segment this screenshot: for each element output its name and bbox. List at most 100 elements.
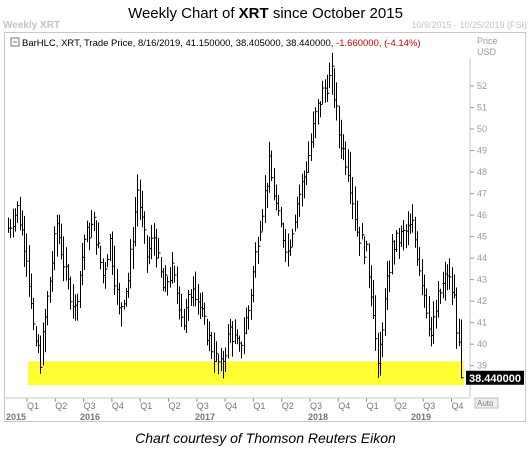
auto-scale-label[interactable]: Auto (477, 399, 494, 408)
ohlc-bar (292, 228, 295, 247)
ohlc-bar (211, 332, 214, 360)
ohlc-bar (461, 319, 464, 379)
ohlc-bar (403, 220, 406, 251)
y-tick-label: 47 (477, 189, 487, 199)
x-quarter-label: Q2 (395, 401, 407, 411)
ohlc-bar (105, 262, 108, 289)
ohlc-bar (271, 150, 274, 182)
ohlc-bar (156, 228, 159, 268)
y-tick-label: 51 (477, 102, 487, 112)
y-tick-label: 48 (477, 167, 487, 177)
ohlc-bar (419, 247, 422, 277)
x-quarter-label: Q2 (168, 401, 180, 411)
ohlc-bar (285, 228, 288, 262)
x-quarter-label: Q1 (27, 401, 39, 411)
x-quarter-label: Q4 (225, 401, 237, 411)
ohlc-bar (181, 293, 184, 327)
ohlc-bar (258, 236, 261, 265)
legend: BarHLC, XRT, Trade Price, 8/16/2019, 41.… (10, 37, 421, 49)
x-quarter-label: Q4 (338, 401, 350, 411)
x-quarter-label: Q1 (253, 401, 265, 411)
ohlc-bar (322, 80, 325, 104)
ohlc-bar (375, 295, 378, 351)
support-band (28, 361, 464, 386)
y-tick-label: 44 (477, 253, 487, 263)
x-quarter-label: Q1 (140, 401, 152, 411)
ohlc-bar (359, 226, 362, 257)
ohlc-bar (352, 177, 355, 220)
ohlc-bar (40, 335, 43, 374)
ohlc-bar (382, 322, 385, 358)
ohlc-bar (107, 254, 110, 268)
ohlc-bar (232, 321, 235, 357)
ohlc-bar (260, 220, 263, 242)
y-tick-label: 46 (477, 210, 487, 220)
ohlc-bar (306, 161, 309, 186)
x-year-label: 2018 (308, 412, 328, 422)
ohlc-bar (167, 276, 170, 296)
legend-text: BarHLC, XRT, Trade Price, 8/16/2019, 41.… (22, 38, 421, 49)
x-quarter-label: Q3 (423, 401, 435, 411)
ohlc-bar (94, 211, 97, 232)
ohlc-bar (389, 260, 392, 293)
ohlc-bar (364, 236, 367, 265)
ohlc-bar (345, 141, 348, 176)
chart-caption: Chart courtesy of Thomson Reuters Eikon (135, 430, 396, 446)
ohlc-bar (216, 341, 219, 362)
last-price-label: 38.440000 (469, 373, 521, 385)
ohlc-bar (165, 265, 168, 292)
x-year-label: 2015 (6, 412, 26, 422)
ohlc-bar (396, 230, 399, 252)
x-year-label: 2017 (195, 412, 215, 422)
auto-scale-button[interactable]: Auto (474, 397, 499, 409)
ohlc-bar (144, 211, 147, 244)
y-axis-header-price: Price (477, 36, 498, 46)
title-prefix: Weekly Chart of (128, 5, 239, 22)
ohlc-bar (114, 245, 117, 295)
last-price-box (466, 370, 524, 385)
y-tick-label: 42 (477, 296, 487, 306)
x-quarter-label: Q2 (282, 401, 294, 411)
x-quarter-label: Q3 (197, 401, 209, 411)
title-suffix: since October 2015 (268, 5, 403, 22)
y-tick-label: 50 (477, 124, 487, 134)
ohlc-bar (174, 265, 177, 283)
ohlc-bar (158, 237, 161, 259)
ohlc-bar (17, 201, 20, 224)
ohlc-bar (456, 287, 459, 349)
x-quarter-label: Q4 (451, 401, 463, 411)
legend-main: BarHLC, XRT, Trade Price, 8/16/2019, 41.… (22, 38, 336, 49)
ohlc-bar (98, 222, 101, 249)
ohlc-bar (130, 239, 133, 289)
ohlc-bar (440, 288, 443, 304)
ohlc-bar (315, 107, 318, 139)
ohlc-bar (195, 271, 198, 307)
ohlc-bar (47, 291, 50, 326)
ohlc-bar (54, 226, 57, 271)
chart-title: Weekly Chart of XRT since October 2015 (0, 5, 531, 22)
ohlc-bar (172, 252, 175, 284)
legend-change: -1.660000, (-4.14%) (336, 38, 421, 49)
x-quarter-label: Q2 (55, 401, 67, 411)
ohlc-bar (100, 245, 103, 270)
ohlc-bar (218, 354, 221, 375)
ohlc-bar (362, 223, 365, 240)
ohlc-bar (241, 341, 244, 359)
y-tick-label: 39 (477, 361, 487, 371)
y-axis-header-currency: USD (477, 47, 497, 57)
ohlc-bar (336, 82, 339, 121)
ohlc-bar (70, 276, 73, 310)
x-quarter-label: Q4 (112, 401, 124, 411)
ohlc-bar (329, 62, 332, 89)
ohlc-bar (121, 302, 124, 327)
y-tick-label: 43 (477, 275, 487, 285)
ohlc-bar (225, 347, 228, 373)
y-tick-label: 41 (477, 318, 487, 328)
ohlc-bar (255, 242, 258, 278)
ohlc-bar (63, 236, 66, 282)
chart-frame (4, 32, 526, 422)
y-tick-label: 49 (477, 146, 487, 156)
ohlc-bar (327, 74, 330, 102)
ohlc-bar (299, 184, 302, 217)
ohlc-bar (332, 52, 335, 95)
